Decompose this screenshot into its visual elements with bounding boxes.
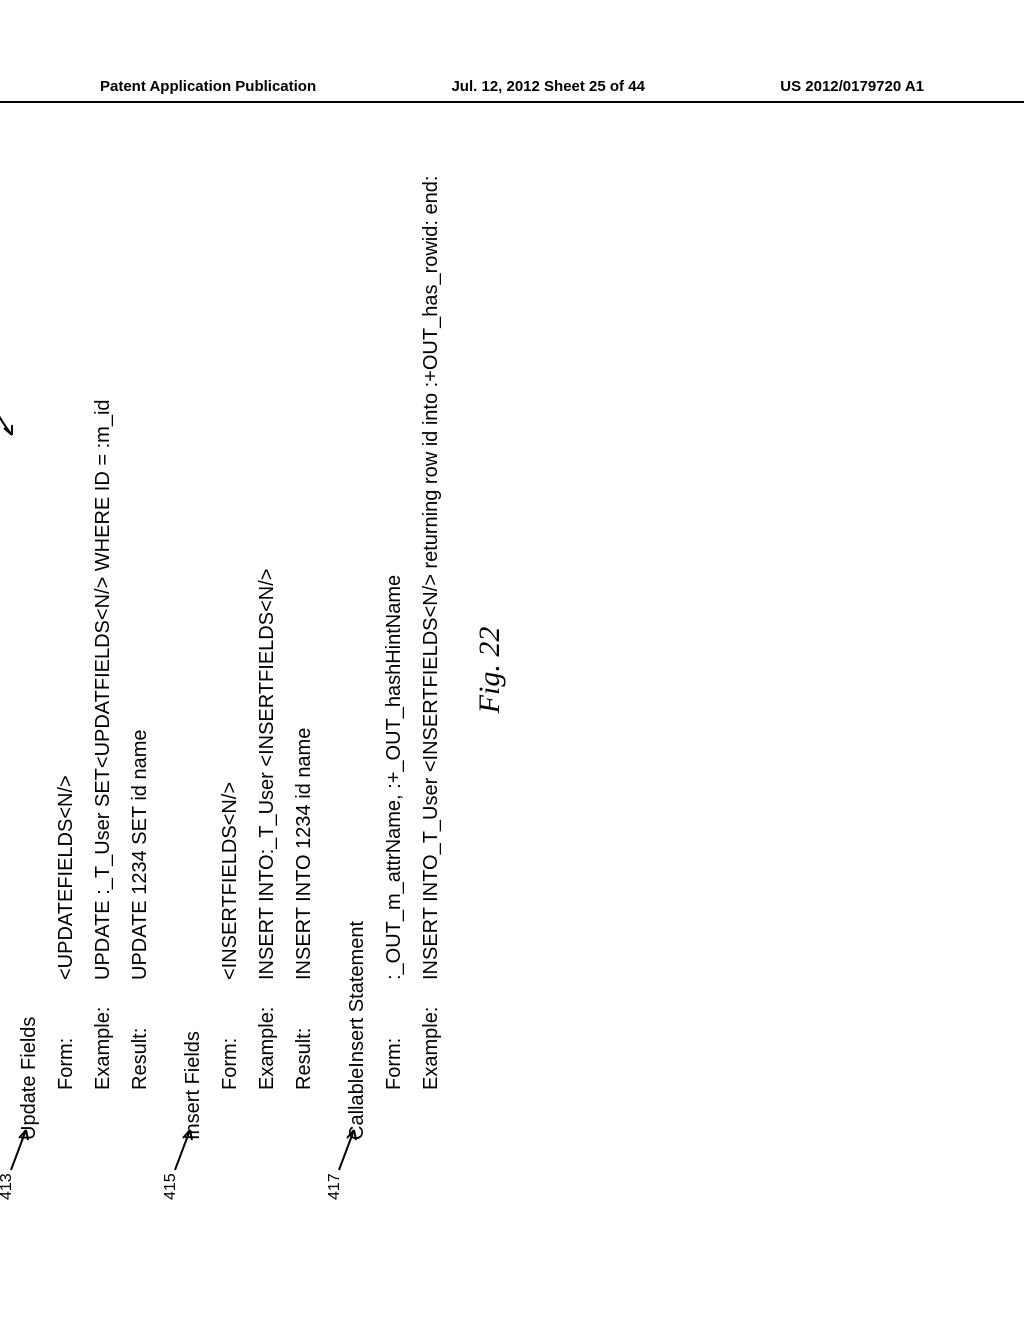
row-value: INSERT INTO:_T_User <INSERTFIELDS<N/> bbox=[256, 170, 279, 980]
row-result: Result: UPDATE 1234 SET id name bbox=[129, 170, 152, 1090]
row-label: Form: bbox=[55, 980, 78, 1090]
section-heading: Insert Fields bbox=[182, 170, 205, 1140]
row-form: Form: <INSERTFIELDS<N/> bbox=[219, 170, 242, 1090]
row-label: Example: bbox=[420, 980, 443, 1090]
row-label: Result: bbox=[293, 980, 316, 1090]
section-insert-fields: 415 Insert Fields Form: <INSERTFIELDS<N/… bbox=[182, 170, 316, 1170]
row-value: UPDATE 1234 SET id name bbox=[129, 170, 152, 980]
ref-number-415: 415 bbox=[162, 1173, 179, 1200]
section-heading: Update Fields bbox=[18, 170, 41, 1140]
section-heading: CallableInsert Statement bbox=[346, 170, 369, 1140]
row-form: Form: :_OUT_m_attrName, :+_OUT_hashHintN… bbox=[383, 170, 406, 1090]
page-header: Patent Application Publication Jul. 12, … bbox=[0, 78, 1024, 103]
figure-caption: Fig. 22 bbox=[473, 170, 507, 1170]
header-patent-number: US 2012/0179720 A1 bbox=[780, 78, 924, 95]
reference-413: 413 bbox=[0, 1173, 16, 1200]
row-label: Example: bbox=[92, 980, 115, 1090]
row-value: <UPDATEFIELDS<N/> bbox=[55, 170, 78, 980]
row-label: Form: bbox=[383, 980, 406, 1090]
row-example: Example: INSERT INTO:_T_User <INSERTFIEL… bbox=[256, 170, 279, 1090]
ref-number-413: 413 bbox=[0, 1173, 15, 1200]
row-result: Result: INSERT INTO 1234 id name bbox=[293, 170, 316, 1090]
row-label: Example: bbox=[256, 980, 279, 1090]
reference-415: 415 bbox=[162, 1173, 180, 1200]
row-form: Form: <UPDATEFIELDS<N/> bbox=[55, 170, 78, 1090]
header-publication: Patent Application Publication bbox=[100, 78, 316, 95]
ref-number-417: 417 bbox=[326, 1173, 343, 1200]
rotated-figure-content: Specialized Place Holders (continued) 41… bbox=[12, 280, 1012, 1060]
row-value: INSERT INTO 1234 id name bbox=[293, 170, 316, 980]
row-label: Form: bbox=[219, 980, 242, 1090]
reference-417: 417 bbox=[326, 1173, 344, 1200]
row-value: UPDATE :_T_User SET<UPDATFIELDS<N/> WHER… bbox=[92, 170, 115, 980]
row-value: <INSERTFIELDS<N/> bbox=[219, 170, 242, 980]
header-date-sheet: Jul. 12, 2012 Sheet 25 of 44 bbox=[451, 78, 644, 95]
section-update-fields: 413 Update Fields Form: <UPDATEFIELDS<N/… bbox=[18, 170, 152, 1170]
row-example: Example: UPDATE :_T_User SET<UPDATFIELDS… bbox=[92, 170, 115, 1090]
row-label: Result: bbox=[129, 980, 152, 1090]
row-value: :_OUT_m_attrName, :+_OUT_hashHintName bbox=[383, 170, 406, 980]
row-example: Example: INSERT INTO_T_User <INSERTFIELD… bbox=[420, 170, 443, 1090]
section-callable-insert: 417 CallableInsert Statement Form: :_OUT… bbox=[346, 170, 443, 1170]
row-value: INSERT INTO_T_User <INSERTFIELDS<N/> ret… bbox=[420, 170, 443, 980]
